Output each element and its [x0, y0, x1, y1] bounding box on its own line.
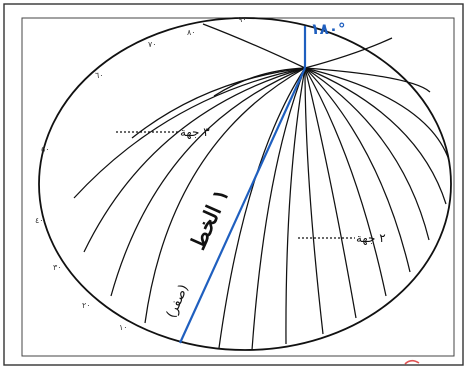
- direction-3-label: ٣ جهة: [180, 125, 210, 139]
- degree-label: ٧٠: [148, 40, 157, 49]
- corner-mark: [405, 361, 419, 364]
- degree-label: ٦٠: [95, 71, 104, 80]
- ellipse-outline: [39, 18, 451, 350]
- degree-label: ٥٠: [41, 145, 50, 154]
- meridian-line: [286, 68, 305, 344]
- direction-2-label: ٢ جهة: [356, 231, 386, 245]
- meridian-line: [252, 68, 305, 350]
- meridian-line: [111, 68, 305, 296]
- degree-label: ٢٠: [82, 301, 91, 310]
- meridian-line: [219, 68, 305, 348]
- degree-label: ٤٠: [35, 216, 44, 225]
- meridian-line: [305, 38, 392, 68]
- meridian-line: [305, 68, 449, 160]
- degree-label: ٩٠: [238, 15, 247, 24]
- degree-label: ١٠: [119, 323, 128, 332]
- zero-line-secondary-label: (صفر): [164, 282, 192, 320]
- meridian-line: [203, 24, 305, 68]
- meridian-lines: [74, 24, 449, 350]
- outer-frame: [4, 4, 463, 365]
- meridian-line: [305, 68, 356, 318]
- top-degree-label: ١٨٠°: [311, 20, 346, 38]
- degree-label: ٨٠: [187, 28, 196, 37]
- degree-label: ٣٠: [53, 263, 62, 272]
